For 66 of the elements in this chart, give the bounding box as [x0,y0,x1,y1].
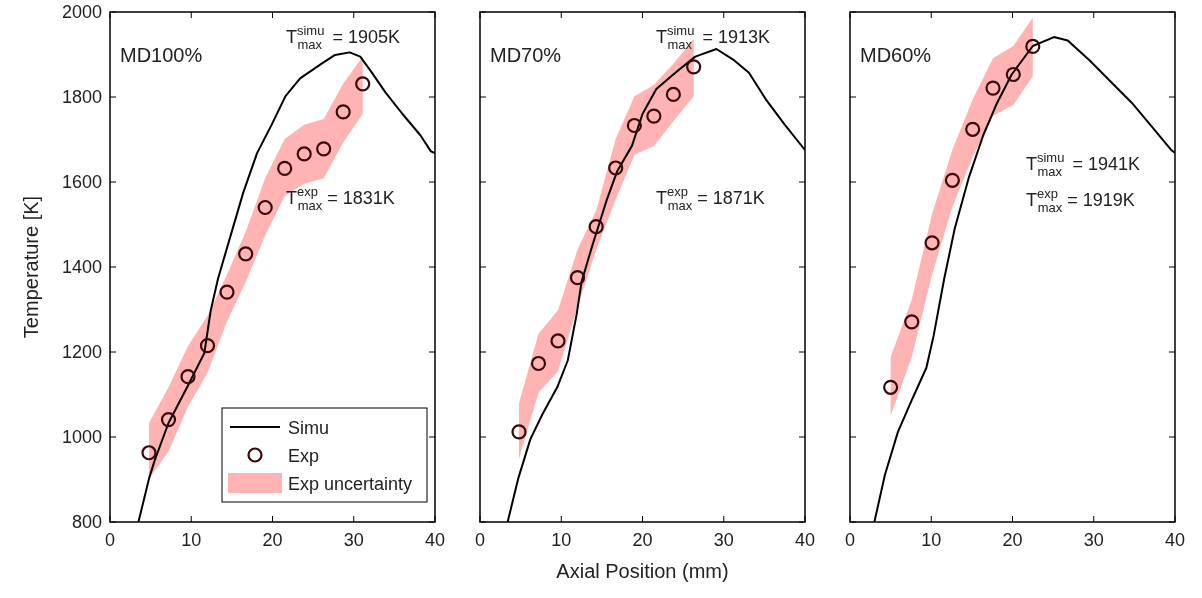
point [608,160,624,176]
y-axis-title: Temperature [K] [20,195,42,339]
point [1005,66,1021,83]
annotation: T$^{exp}$$_{max}$ = 1831K [286,183,395,214]
point [924,235,940,251]
point [626,117,642,134]
point [335,104,351,120]
x-tick-label: 30 [1083,530,1104,550]
point [511,424,527,440]
point [355,76,371,92]
x-tick-label: 0 [844,530,856,550]
x-tick-label: 20 [632,530,653,550]
point [238,246,254,262]
point [686,59,702,75]
point [219,284,235,300]
legend-label: Exp [288,446,320,466]
text: MD100% [120,44,203,66]
x-tick-label: 40 [424,530,446,550]
x-tick-label: 30 [713,530,734,550]
x-tick-label: 0 [104,530,116,550]
annotation: T$^{simu}$$_{max}$ = 1941K [1026,149,1141,180]
point [883,379,899,395]
x-tick-label: 20 [1002,530,1023,550]
point [277,160,293,176]
x-tick-label: 40 [794,530,816,550]
point [550,333,566,349]
point [1025,38,1041,55]
x-tick-label: 20 [262,530,283,550]
x-tick-label: 10 [551,530,572,550]
point [588,219,604,235]
x-axis-title: Axial Position (mm) [556,560,729,582]
text: MD70% [490,44,562,66]
y-tick-label: 1400 [61,257,102,277]
x-tick-label: 0 [474,530,486,550]
point [665,86,681,103]
annotation: T$^{exp}$$_{max}$ = 1871K [656,183,765,214]
x-tick-label: 10 [181,530,202,550]
annotation: T$^{simu}$$_{max}$ = 1913K [656,22,771,53]
point [569,270,586,286]
point [180,369,196,385]
legend-label: Simu [288,418,330,438]
x-tick-label: 40 [1164,530,1186,550]
point [160,411,177,428]
point [316,141,332,157]
point [985,80,1001,96]
annotation: Exp uncertainty [288,474,413,494]
point [199,338,216,354]
x-tick-label: 10 [921,530,942,550]
point [530,355,547,372]
y-tick-label: 800 [71,512,102,532]
x-tick-label: 30 [343,530,364,550]
annotation: T$^{simu}$$_{max}$ = 1905K [286,22,401,53]
point [944,172,960,188]
text: MD60% [860,44,932,66]
y-tick-label: 2000 [61,2,102,22]
y-tick-label: 1000 [61,427,102,447]
point [257,199,273,216]
y-tick-label: 1200 [61,342,102,362]
annotation: T$^{exp}$$_{max}$ = 1919K [1026,185,1135,216]
point [141,445,157,461]
y-tick-label: 1600 [61,172,102,192]
point [904,314,920,330]
point [965,121,981,137]
point [646,108,662,124]
point [296,146,312,162]
y-tick-label: 1800 [61,87,102,107]
